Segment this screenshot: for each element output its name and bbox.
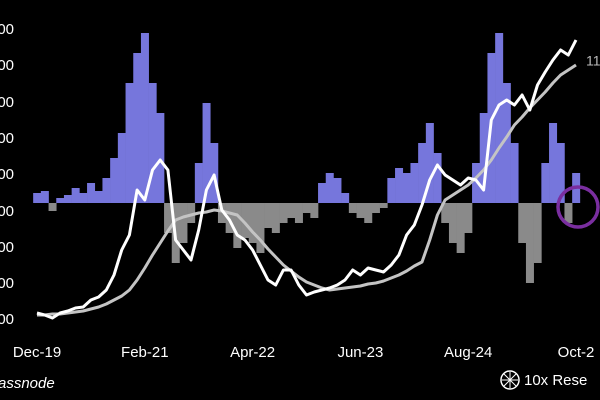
oscillator-bar bbox=[310, 203, 319, 218]
oscillator-bar bbox=[294, 203, 303, 223]
oscillator-bar bbox=[125, 83, 134, 203]
oscillator-bar bbox=[472, 163, 481, 203]
price-line bbox=[36, 39, 578, 320]
oscillator-bar bbox=[418, 143, 427, 203]
plot-area bbox=[33, 33, 581, 320]
oscillator-bar bbox=[33, 193, 42, 203]
oscillator-bar bbox=[533, 203, 542, 263]
oscillator-bar bbox=[187, 203, 196, 223]
oscillator-bar bbox=[217, 203, 226, 223]
oscillator-bar bbox=[164, 203, 173, 233]
oscillator-bar bbox=[318, 183, 327, 203]
y-tick-label: 00 bbox=[0, 275, 14, 292]
oscillator-bar bbox=[525, 203, 534, 283]
x-tick-label: Feb-21 bbox=[121, 344, 169, 361]
oscillator-bar bbox=[541, 163, 550, 203]
oscillator-bar bbox=[479, 113, 488, 203]
oscillator-bar bbox=[387, 178, 396, 203]
x-tick-label: Apr-22 bbox=[230, 344, 275, 361]
oscillator-bar bbox=[448, 203, 457, 243]
oscillator-bar bbox=[556, 143, 565, 203]
y-tick-label: 00 bbox=[0, 311, 14, 328]
oscillator-bar bbox=[110, 158, 119, 203]
oscillator-bar bbox=[518, 203, 527, 243]
oscillator-bar bbox=[148, 83, 157, 203]
y-tick-label: 00 bbox=[0, 57, 14, 74]
oscillator-bar bbox=[140, 33, 149, 203]
oscillator-bar bbox=[495, 33, 504, 203]
oscillator-bar bbox=[117, 133, 126, 203]
oscillator-bar bbox=[156, 113, 165, 203]
oscillator-bar bbox=[348, 203, 357, 213]
oscillator-bar bbox=[302, 203, 311, 213]
price-annotation: 11 bbox=[586, 53, 600, 69]
oscillator-bar bbox=[379, 203, 388, 208]
oscillator-bar bbox=[87, 183, 96, 203]
oscillator-bar bbox=[264, 203, 273, 228]
oscillator-bar bbox=[56, 198, 65, 203]
oscillator-bar bbox=[179, 203, 188, 243]
oscillator-bar bbox=[395, 168, 404, 203]
oscillator-bar bbox=[502, 83, 511, 203]
oscillator-bar bbox=[233, 203, 242, 248]
oscillator-bar bbox=[464, 203, 473, 233]
oscillator-bar bbox=[102, 178, 111, 203]
x-tick-label: Jun-23 bbox=[337, 344, 383, 361]
oscillator-bar bbox=[371, 203, 380, 213]
x-tick-label: Dec-19 bbox=[13, 344, 61, 361]
oscillator-bar bbox=[71, 188, 80, 203]
oscillator-bar bbox=[133, 53, 142, 203]
oscillator-bar bbox=[425, 123, 434, 203]
y-tick-label: 00 bbox=[0, 203, 14, 220]
x-tick-label: Aug-24 bbox=[444, 344, 492, 361]
y-tick-label: 00 bbox=[0, 94, 14, 111]
oscillator-bar bbox=[241, 203, 250, 238]
x-tick-label: Oct-2 bbox=[558, 344, 595, 361]
oscillator-bar bbox=[564, 203, 573, 223]
oscillator-bar bbox=[410, 163, 419, 203]
oscillator-bar bbox=[456, 203, 465, 253]
brand-label: 10x Rese bbox=[524, 372, 587, 389]
y-tick-label: 00 bbox=[0, 130, 14, 147]
oscillator-bar bbox=[202, 103, 211, 203]
source-label: assnode bbox=[0, 375, 55, 392]
oscillator-bar bbox=[271, 203, 280, 233]
y-tick-label: 00 bbox=[0, 166, 14, 183]
oscillator-bar bbox=[325, 173, 334, 203]
oscillator-bar bbox=[341, 193, 350, 203]
oscillator-bar bbox=[549, 123, 558, 203]
logo-icon bbox=[500, 370, 520, 390]
oscillator-bar bbox=[94, 191, 103, 203]
oscillator-bar bbox=[63, 195, 72, 203]
oscillator-bar bbox=[256, 203, 265, 253]
oscillator-bar bbox=[364, 203, 373, 223]
highlight-circle bbox=[556, 185, 600, 229]
oscillator-bar bbox=[402, 173, 411, 203]
oscillator-bar bbox=[356, 203, 365, 218]
oscillator-bar bbox=[333, 178, 342, 203]
oscillator-bar bbox=[441, 203, 450, 223]
oscillator-bar bbox=[40, 191, 49, 203]
logo-icon-lines bbox=[502, 372, 518, 388]
y-tick-label: 00 bbox=[0, 21, 14, 38]
oscillator-bar bbox=[48, 203, 57, 211]
y-tick-label: 00 bbox=[0, 239, 14, 256]
oscillator-bar bbox=[510, 143, 519, 203]
oscillator-bar bbox=[279, 203, 288, 223]
oscillator-bar bbox=[79, 193, 88, 203]
oscillator-bar bbox=[287, 203, 296, 218]
oscillator-bar bbox=[194, 163, 203, 203]
oscillator-bar bbox=[433, 153, 442, 203]
oscillator-bar bbox=[248, 203, 257, 243]
brand-logo bbox=[500, 370, 520, 390]
oscillator-bar bbox=[210, 143, 219, 203]
